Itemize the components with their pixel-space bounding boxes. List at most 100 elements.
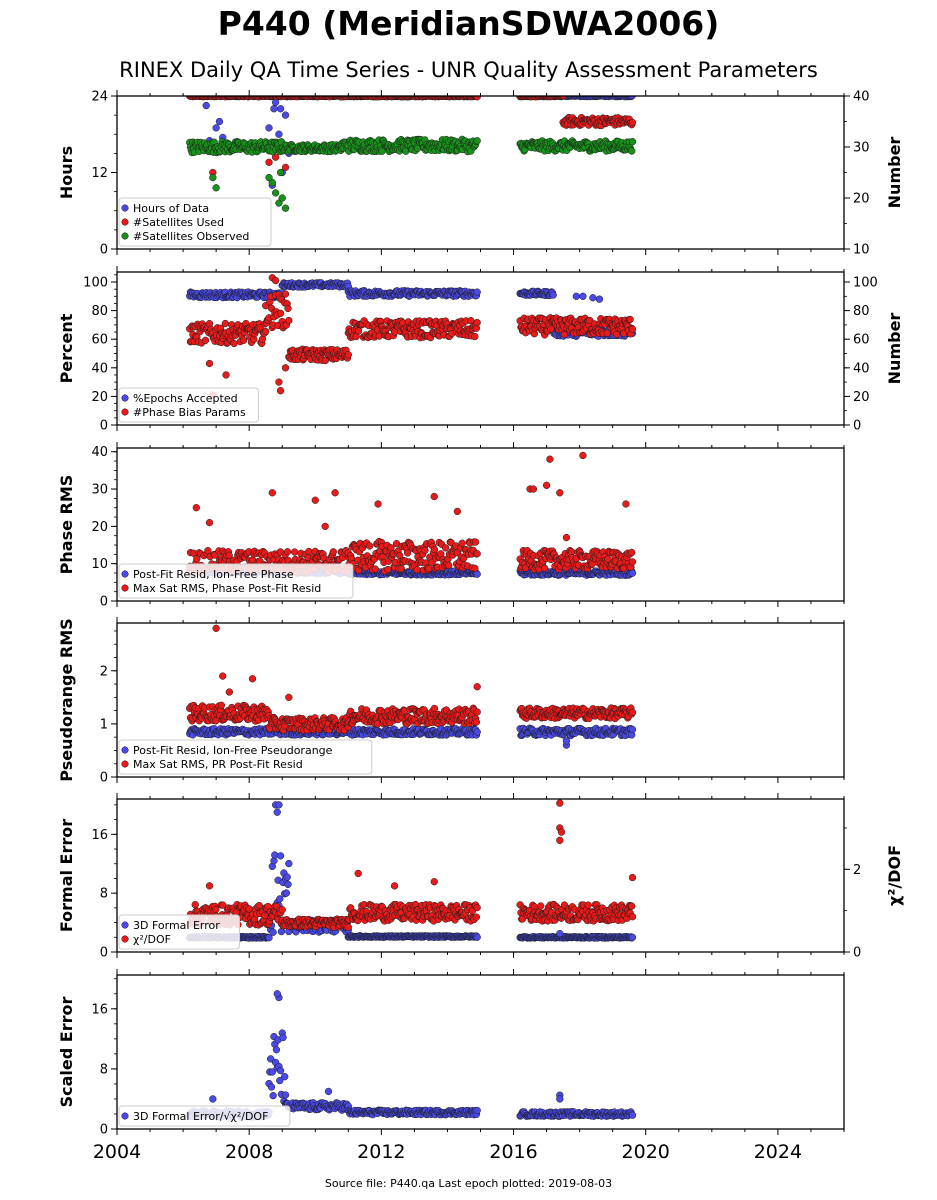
- data-point: [305, 547, 313, 556]
- y-tick-label: 20: [91, 390, 108, 405]
- legend-marker: [121, 570, 129, 578]
- data-point: [276, 387, 285, 395]
- data-point: [473, 96, 481, 101]
- data-point: [215, 117, 224, 126]
- data-point: [275, 199, 283, 207]
- data-point: [628, 138, 637, 146]
- data-point: [589, 294, 597, 302]
- data-point: [212, 124, 220, 132]
- y2-tick-label: 10: [853, 243, 870, 258]
- data-point: [603, 329, 611, 337]
- data-points: [186, 274, 637, 399]
- y-tick-label: 60: [91, 333, 108, 348]
- data-point: [556, 489, 564, 497]
- data-point: [472, 718, 481, 726]
- data-point: [384, 565, 392, 574]
- plot-frame: [116, 95, 845, 250]
- data-point: [221, 319, 229, 328]
- data-point: [321, 522, 329, 531]
- data-point: [222, 371, 230, 379]
- data-points: [186, 96, 637, 212]
- data-point: [291, 548, 299, 556]
- y-tick-label: 12: [91, 166, 108, 181]
- data-point: [473, 318, 481, 327]
- legend-marker: [121, 394, 129, 402]
- data-point: [201, 336, 210, 344]
- y-tick-label: 20: [91, 520, 108, 535]
- data-point: [458, 539, 466, 547]
- data-points: [186, 451, 637, 579]
- data-point: [378, 147, 386, 155]
- data-point: [344, 351, 352, 359]
- data-point: [265, 173, 273, 182]
- data-point: [562, 737, 571, 745]
- legend-label: #Phase Bias Params: [133, 406, 246, 419]
- data-point: [217, 701, 226, 709]
- y-tick-label: 24: [91, 90, 108, 105]
- y-tick-label: 100: [83, 276, 108, 291]
- data-point: [329, 548, 337, 556]
- legend-marker: [121, 232, 129, 240]
- data-point: [622, 500, 630, 508]
- y2-tick-label: 40: [853, 90, 870, 105]
- data-point: [265, 124, 273, 132]
- y-tick-label: 2: [100, 664, 108, 679]
- data-point: [209, 173, 217, 182]
- data-point: [192, 504, 200, 512]
- data-point: [230, 339, 238, 348]
- data-point: [473, 137, 481, 145]
- data-point: [473, 550, 481, 558]
- legend-marker: [121, 408, 129, 416]
- y-tick-label: 40: [91, 361, 108, 376]
- data-point: [473, 708, 481, 716]
- y-tick-label: 0: [100, 595, 108, 610]
- data-point: [541, 564, 549, 572]
- data-point: [270, 105, 278, 113]
- y2-tick-label: 100: [853, 276, 878, 291]
- y-axis-label: Phase RMS: [57, 475, 76, 575]
- legend-marker: [121, 218, 129, 226]
- data-point: [268, 489, 276, 497]
- data-point: [262, 327, 270, 336]
- data-point: [283, 548, 292, 556]
- data-point: [628, 147, 636, 155]
- data-point: [628, 96, 637, 100]
- data-point: [559, 96, 567, 100]
- y-tick-label: 1: [100, 717, 108, 732]
- data-point: [354, 327, 363, 335]
- data-points: [186, 624, 637, 749]
- data-point: [403, 549, 412, 557]
- page-subtitle: RINEX Daily QA Time Series - UNR Quality…: [119, 58, 818, 82]
- data-point: [311, 496, 319, 504]
- data-point: [579, 292, 587, 300]
- y-tick-label: 0: [100, 243, 108, 258]
- data-point: [471, 538, 480, 546]
- legend-marker: [121, 204, 129, 212]
- data-point: [285, 316, 293, 325]
- data-point: [430, 545, 439, 554]
- data-point: [281, 364, 290, 372]
- data-point: [366, 542, 374, 550]
- data-point: [202, 101, 210, 110]
- data-point: [265, 158, 273, 166]
- data-point: [421, 546, 429, 554]
- data-point: [371, 565, 379, 573]
- y-tick-label: 40: [91, 445, 108, 460]
- y2-tick-label: 20: [853, 192, 870, 207]
- data-point: [276, 105, 285, 113]
- plot-frame: [116, 447, 845, 602]
- data-point: [572, 292, 580, 300]
- y-tick-label: 0: [100, 419, 108, 434]
- data-point: [445, 561, 453, 570]
- data-point: [268, 179, 276, 187]
- y-axis-label: Pseudorange RMS: [57, 618, 76, 781]
- data-point: [542, 481, 551, 489]
- data-point: [281, 163, 290, 172]
- legend-box: [118, 387, 259, 423]
- series-satellites-used: [186, 96, 637, 177]
- data-point: [441, 544, 450, 552]
- data-point: [430, 492, 438, 501]
